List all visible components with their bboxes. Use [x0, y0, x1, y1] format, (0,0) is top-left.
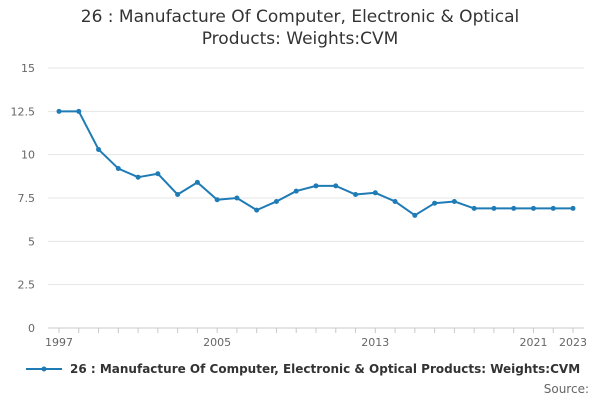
- y-tick-label: 15: [21, 62, 35, 75]
- x-tick-label: 2023: [559, 336, 587, 349]
- data-point[interactable]: [432, 200, 438, 206]
- data-point[interactable]: [511, 205, 517, 211]
- data-point[interactable]: [214, 197, 220, 203]
- data-point[interactable]: [412, 212, 418, 218]
- data-point[interactable]: [333, 183, 339, 189]
- chart-title-line-2: Products: Weights:CVM: [201, 29, 399, 49]
- data-point[interactable]: [313, 183, 319, 189]
- data-point[interactable]: [530, 205, 536, 211]
- y-tick-label: 12.5: [11, 105, 36, 118]
- grid-lines: [48, 67, 584, 286]
- chart-title: 26 : Manufacture Of Computer, Electronic…: [0, 6, 600, 50]
- data-point[interactable]: [56, 108, 62, 114]
- data-point[interactable]: [115, 166, 121, 172]
- data-point[interactable]: [451, 198, 457, 204]
- data-point[interactable]: [254, 207, 260, 213]
- data-point[interactable]: [570, 205, 576, 211]
- data-point[interactable]: [293, 188, 299, 194]
- data-point[interactable]: [273, 198, 279, 204]
- series-line: [59, 110, 573, 217]
- data-point[interactable]: [175, 192, 181, 198]
- y-tick-label: 2.5: [18, 279, 36, 292]
- x-tick-label: 2005: [203, 336, 231, 349]
- chart-title-line-1: 26 : Manufacture Of Computer, Electronic…: [80, 7, 520, 27]
- x-tick-label: 2021: [519, 336, 547, 349]
- data-point[interactable]: [550, 205, 556, 211]
- data-point[interactable]: [194, 179, 200, 185]
- data-point[interactable]: [372, 190, 378, 196]
- y-tick-label: 5: [28, 235, 35, 248]
- data-point[interactable]: [135, 174, 141, 180]
- data-point[interactable]: [96, 146, 102, 152]
- legend[interactable]: 26 : Manufacture Of Computer, Electronic…: [24, 362, 580, 376]
- x-tick-label: 2013: [361, 336, 389, 349]
- data-point[interactable]: [491, 205, 497, 211]
- source-label: Source:: [543, 382, 589, 396]
- legend-label: 26 : Manufacture Of Computer, Electronic…: [70, 362, 581, 376]
- data-point[interactable]: [392, 198, 398, 204]
- axes: 0 2.5 5 7.5 10 12.5 15 1997 2005 2013 2021 2023: [11, 62, 588, 349]
- y-tick-label: 7.5: [18, 192, 36, 205]
- data-point[interactable]: [234, 195, 240, 201]
- data-point[interactable]: [76, 108, 82, 114]
- y-tick-label: 10: [21, 149, 35, 162]
- data-point[interactable]: [155, 171, 161, 177]
- x-tick-label: 1997: [45, 336, 73, 349]
- y-tick-label: 0: [28, 322, 35, 335]
- legend-line-marker-icon: [26, 366, 62, 372]
- data-point[interactable]: [353, 192, 359, 198]
- series-layer: [56, 108, 576, 218]
- data-point[interactable]: [471, 205, 477, 211]
